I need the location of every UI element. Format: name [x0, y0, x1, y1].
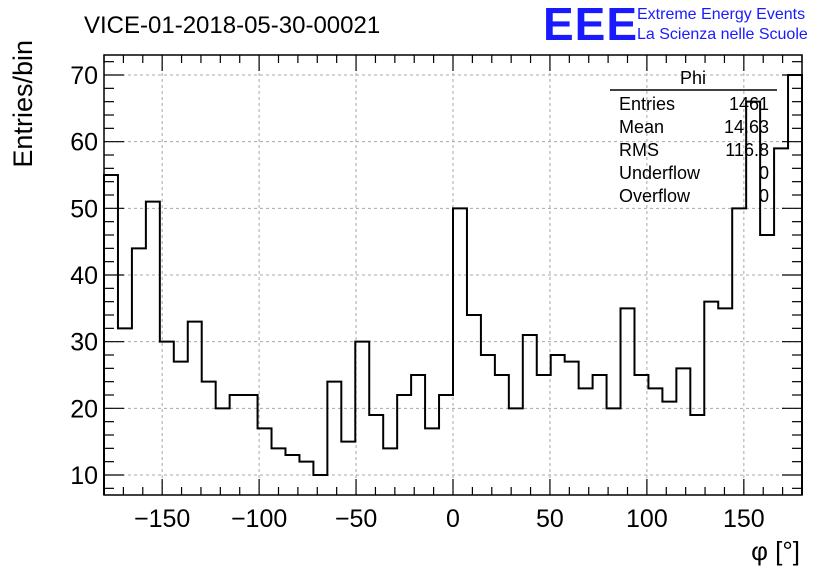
- x-axis: −150 −100 −50 0 50 100 150: [103, 55, 803, 533]
- histogram-bins: [103, 74, 803, 495]
- y-tick-label-2: 30: [70, 329, 98, 357]
- eee-logo-mark: EEE: [543, 0, 638, 50]
- y-axis: 10 20 30 40 50 60 70: [70, 61, 802, 490]
- stats-label-entries: Entries: [619, 94, 675, 114]
- x-tick-label-0: −150: [134, 505, 190, 533]
- stats-value-overflow: 0: [759, 186, 769, 206]
- chart-title: VICE-01-2018-05-30-00021: [84, 12, 380, 39]
- x-tick-label-4: 50: [536, 505, 564, 533]
- stats-title: Phi: [680, 68, 706, 88]
- histogram-outline: [103, 74, 803, 495]
- stats-box: Phi Entries 1461 Mean 14.63 RMS 116.8 Underflo…: [610, 68, 777, 206]
- y-tick-label-4: 50: [70, 195, 98, 223]
- stats-label-mean: Mean: [619, 117, 664, 137]
- stats-value-entries: 1461: [729, 94, 769, 114]
- stats-label-overflow: Overflow: [619, 186, 691, 206]
- y-tick-label-6: 70: [70, 62, 98, 90]
- y-tick-label-5: 60: [70, 129, 98, 157]
- y-tick-label-3: 40: [70, 262, 98, 290]
- stats-value-underflow: 0: [759, 163, 769, 183]
- x-axis-label: φ [°]: [751, 536, 800, 566]
- x-tick-label-3: 0: [446, 505, 460, 533]
- y-axis-label: Entries/bin: [8, 40, 38, 168]
- x-tick-label-6: 150: [723, 505, 765, 533]
- x-tick-label-1: −100: [231, 505, 287, 533]
- x-tick-label-2: −50: [335, 505, 377, 533]
- y-tick-label-1: 20: [70, 395, 98, 423]
- y-tick-label-0: 10: [70, 462, 98, 490]
- stats-value-rms: 116.8: [725, 140, 769, 160]
- eee-logo-line2: La Scienza nelle Scuole: [637, 26, 808, 43]
- stats-value-mean: 14.63: [724, 117, 769, 137]
- x-tick-label-5: 100: [626, 505, 668, 533]
- eee-logo: EEE Extreme Energy Events La Scienza nel…: [543, 0, 808, 50]
- eee-logo-line1: Extreme Energy Events: [637, 6, 805, 23]
- stats-label-underflow: Underflow: [619, 163, 701, 183]
- stats-label-rms: RMS: [619, 140, 659, 160]
